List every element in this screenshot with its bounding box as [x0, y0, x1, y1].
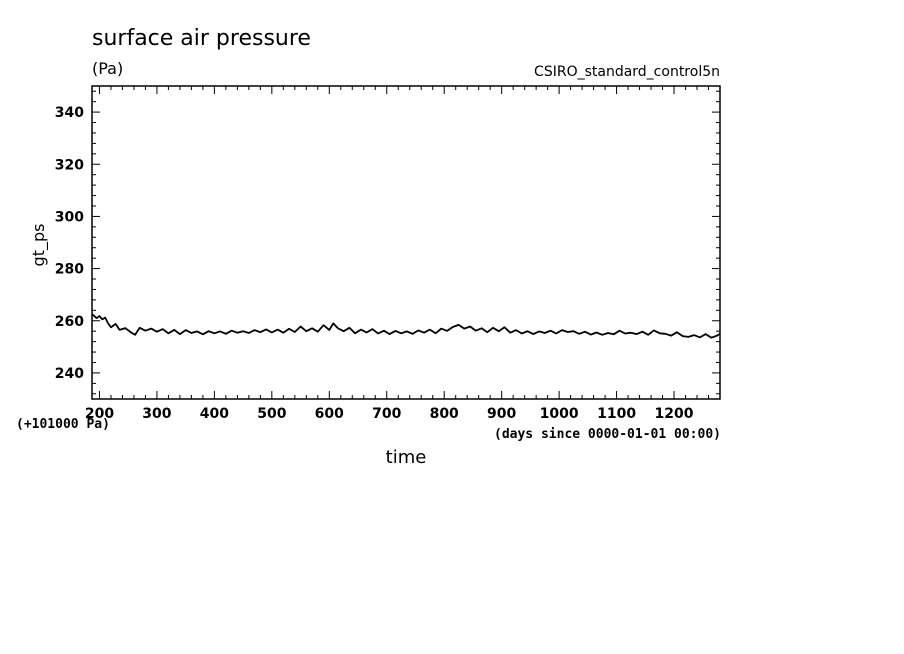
y-axis-label: gt_ps	[29, 224, 49, 267]
x-tick-labels: 200 300 400 500 600 700 800 900 1000 1100 1200	[85, 406, 694, 422]
y-tick-label: 260	[55, 314, 84, 330]
tick-marks	[92, 86, 721, 399]
y-tick-label: 300	[55, 209, 84, 225]
x-tick-label: 1000	[540, 406, 579, 422]
x-tick-label: 1100	[597, 406, 636, 422]
y-tick-labels: 240 260 280 300 320 340	[55, 105, 84, 382]
x-tick-label: 400	[200, 406, 229, 422]
x-tick-label: 700	[372, 406, 401, 422]
chart-title: surface air pressure	[92, 26, 311, 51]
y-tick-label: 320	[55, 157, 84, 173]
series-line-gt-ps	[91, 313, 721, 339]
plot-frame	[91, 85, 721, 400]
x-tick-label: 900	[487, 406, 516, 422]
x-axis-label: time	[386, 447, 427, 468]
y-tick-label: 240	[55, 366, 84, 382]
x-tick-label: 1200	[655, 406, 694, 422]
x-tick-label: 800	[430, 406, 459, 422]
y-offset-note: (+101000 Pa)	[16, 417, 110, 432]
x-tick-label: 200	[85, 406, 114, 422]
x-tick-label: 600	[315, 406, 344, 422]
x-axis-note: (days since 0000-01-01 00:00)	[494, 427, 721, 442]
units-label: (Pa)	[92, 59, 123, 78]
y-tick-label: 340	[55, 105, 84, 121]
x-tick-label: 500	[257, 406, 286, 422]
y-tick-label: 280	[55, 262, 84, 278]
run-name-label: CSIRO_standard_control5n	[534, 64, 720, 80]
x-tick-label: 300	[142, 406, 171, 422]
